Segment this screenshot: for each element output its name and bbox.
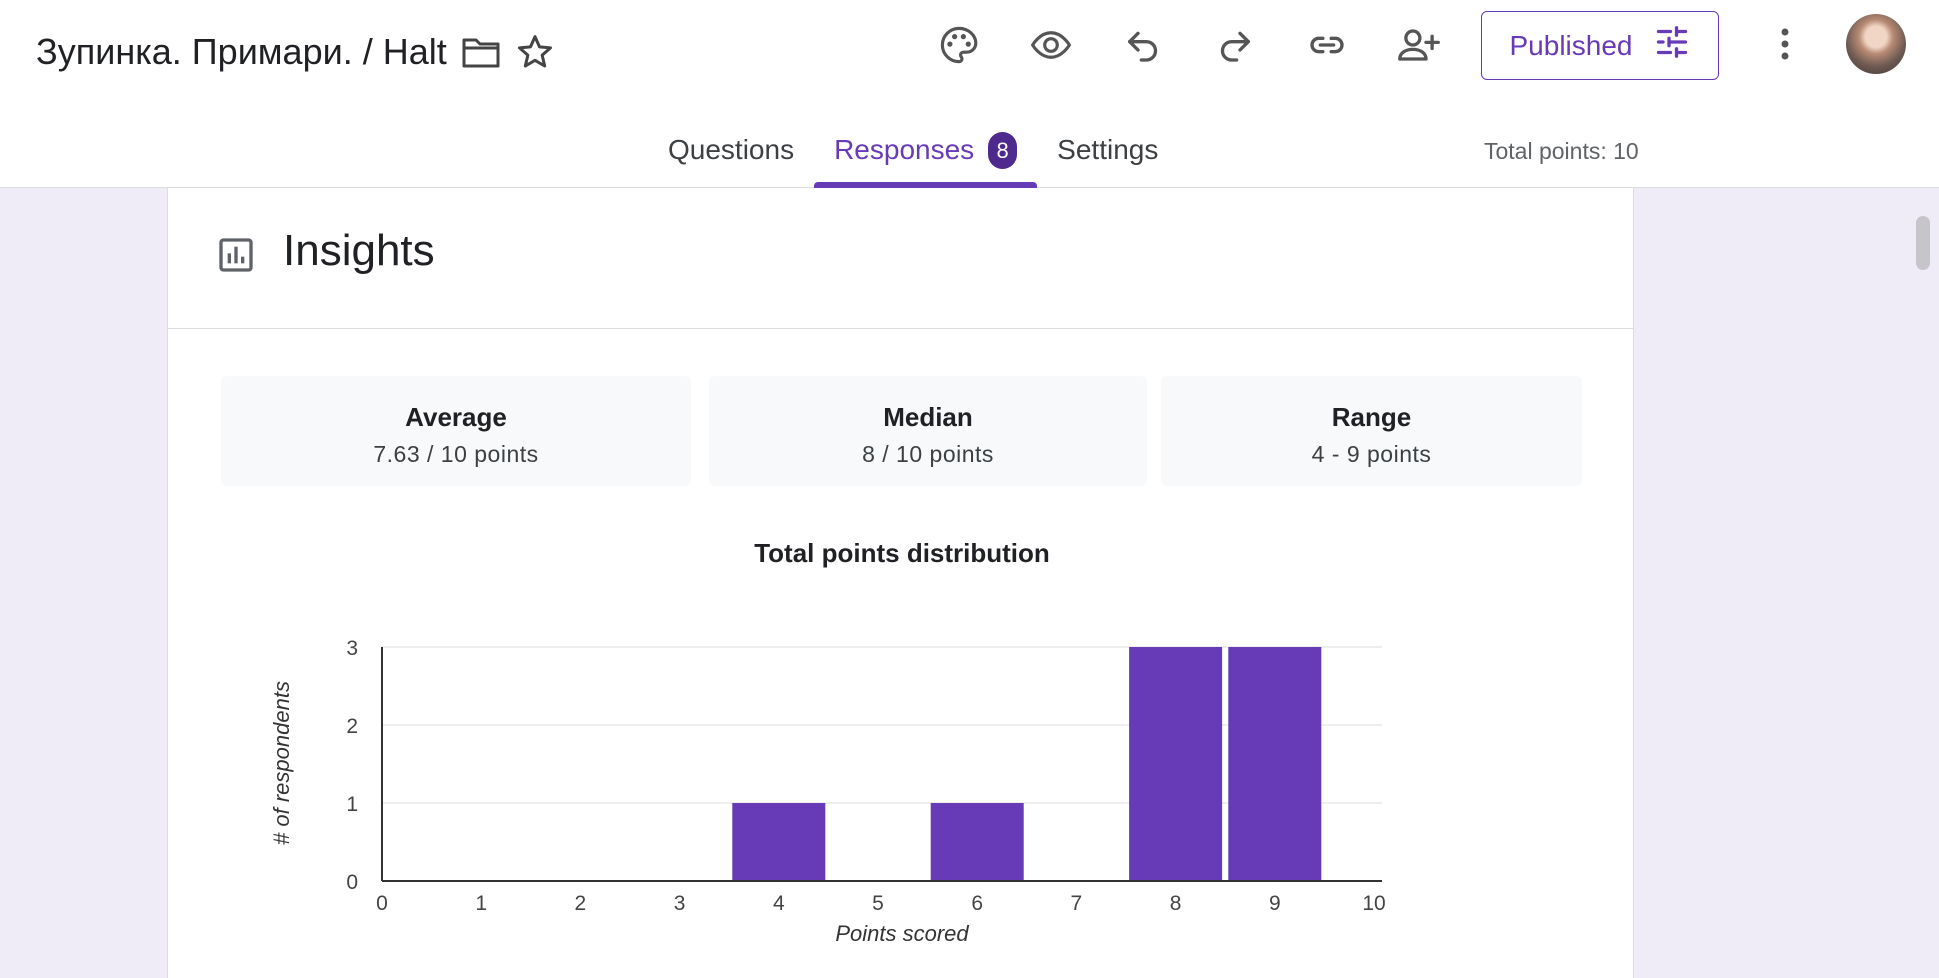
- x-tick-label: 3: [674, 892, 686, 915]
- folder-icon[interactable]: [461, 35, 501, 69]
- scrollbar-thumb[interactable]: [1916, 216, 1930, 270]
- preview-eye-icon[interactable]: [1020, 14, 1082, 76]
- stat-median-value: 8 / 10 points: [862, 441, 994, 467]
- undo-icon[interactable]: [1112, 14, 1174, 76]
- points-distribution-chart: Total points distribution 0 1 2 3 0 1 2 3 4 5 6 7 8 9 1…: [269, 538, 1386, 946]
- toolbar: [928, 14, 1450, 76]
- more-options-icon[interactable]: [1760, 18, 1810, 70]
- stat-average-value: 7.63 / 10 points: [373, 441, 539, 467]
- y-tick-label: 0: [346, 871, 358, 894]
- insights-chart-icon: [216, 235, 256, 275]
- x-tick-label: 2: [575, 892, 587, 915]
- y-tick-label: 2: [346, 715, 358, 738]
- star-icon[interactable]: [515, 32, 555, 72]
- stat-average: Average 7.63 / 10 points: [221, 376, 691, 486]
- stat-range-value: 4 - 9 points: [1311, 441, 1432, 467]
- insights-card: Insights Average 7.63 / 10 points Median…: [167, 188, 1634, 978]
- redo-icon[interactable]: [1204, 14, 1266, 76]
- x-tick-label: 5: [872, 892, 884, 915]
- published-label: Published: [1509, 29, 1633, 61]
- tab-responses-label: Responses: [834, 134, 975, 165]
- x-axis-label: Points scored: [835, 921, 969, 946]
- y-tick-label: 1: [346, 793, 358, 816]
- tab-bar: Questions Responses 8 Settings: [648, 126, 1178, 188]
- stat-range: Range 4 - 9 points: [1161, 376, 1582, 486]
- total-points-label: Total points: 10: [1484, 138, 1639, 164]
- x-tick-label: 10: [1362, 892, 1385, 915]
- x-tick-label: 9: [1269, 892, 1281, 915]
- x-tick-label: 4: [773, 892, 785, 915]
- link-icon[interactable]: [1296, 14, 1358, 76]
- bar-9: [1228, 647, 1322, 881]
- bar-8: [1129, 647, 1223, 881]
- published-button[interactable]: Published: [1481, 11, 1719, 80]
- x-tick-label: 0: [376, 892, 388, 915]
- bar-4: [732, 803, 826, 881]
- bar-6: [930, 803, 1024, 881]
- tab-settings-label: Settings: [1057, 134, 1159, 165]
- stat-average-label: Average: [405, 402, 507, 432]
- stat-range-label: Range: [1331, 402, 1412, 432]
- x-tick-label: 8: [1170, 892, 1182, 915]
- x-tick-label: 6: [971, 892, 983, 915]
- tab-questions-label: Questions: [668, 134, 795, 165]
- avatar[interactable]: [1846, 14, 1906, 74]
- title-area: Зупинка. Примари. / Halt: [36, 28, 555, 76]
- tab-settings[interactable]: Settings: [1037, 126, 1178, 188]
- tune-settings-icon: [1654, 24, 1690, 67]
- palette-icon[interactable]: [928, 14, 990, 76]
- x-tick-label: 7: [1071, 892, 1083, 915]
- stat-median-label: Median: [883, 402, 973, 432]
- x-tick-label: 1: [475, 892, 487, 915]
- tab-responses[interactable]: Responses 8: [814, 126, 1038, 188]
- stat-median: Median 8 / 10 points: [709, 376, 1147, 486]
- y-axis-label: # of respondents: [269, 681, 294, 845]
- insights-title: Insights: [283, 226, 435, 275]
- form-title[interactable]: Зупинка. Примари. / Halt: [36, 31, 447, 72]
- chart-title: Total points distribution: [754, 538, 1050, 568]
- responses-count-badge: 8: [988, 132, 1018, 169]
- y-tick-label: 3: [346, 637, 358, 660]
- insights-header: Insights: [168, 188, 1633, 329]
- form-header: Зупинка. Примари. / Halt Published: [0, 0, 1939, 188]
- tab-questions[interactable]: Questions: [648, 126, 814, 188]
- add-collaborator-icon[interactable]: [1388, 14, 1450, 76]
